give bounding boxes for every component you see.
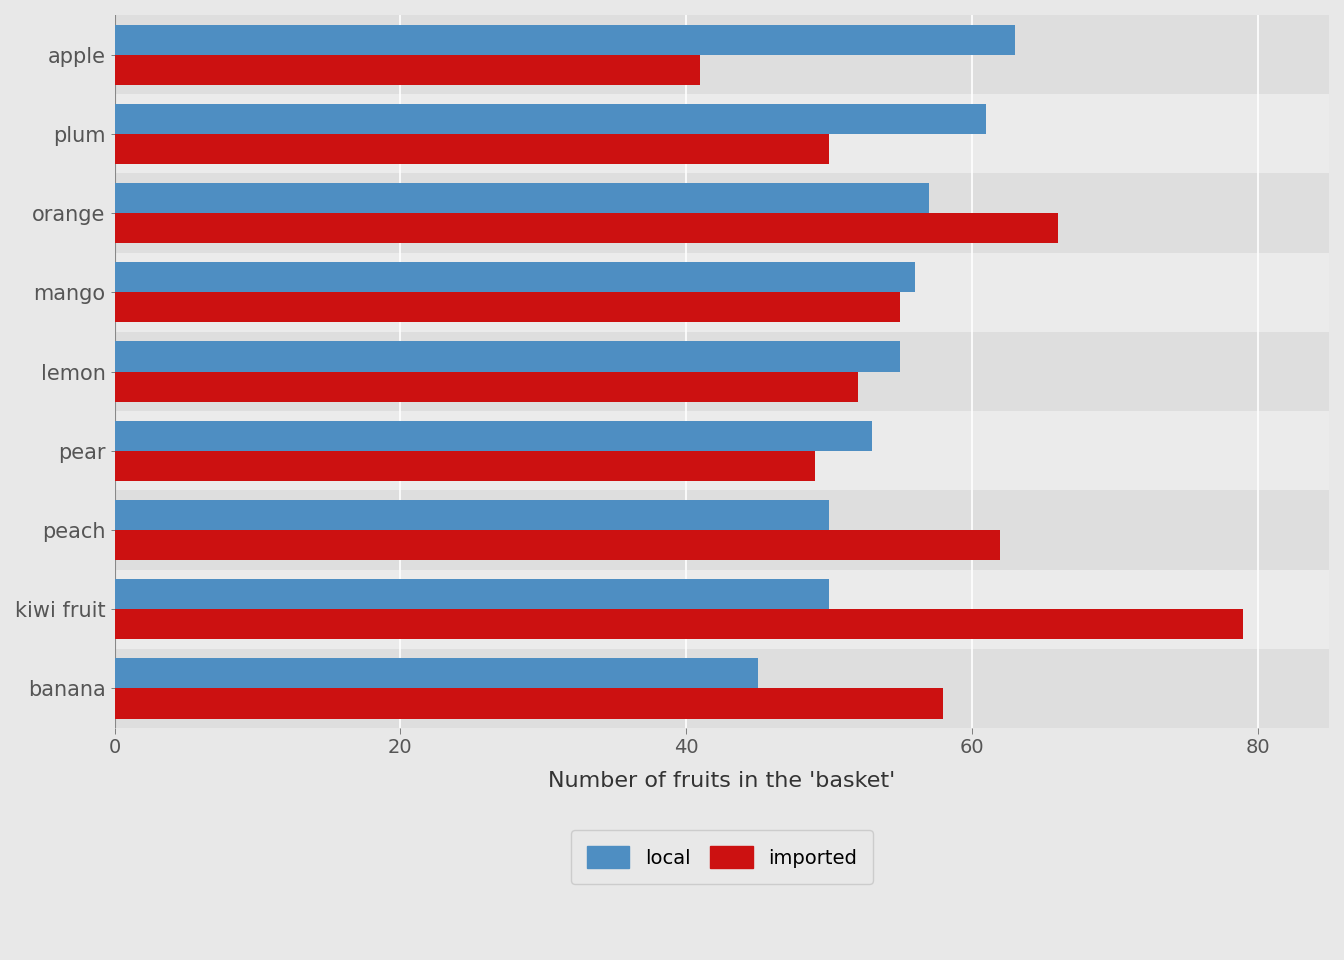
Bar xyxy=(114,659,758,688)
Bar xyxy=(114,332,1329,411)
Bar xyxy=(114,292,900,323)
Bar xyxy=(114,15,1329,94)
Bar xyxy=(114,530,1000,560)
Bar xyxy=(114,133,829,164)
Bar xyxy=(114,688,943,718)
Bar xyxy=(114,174,1329,252)
Bar xyxy=(114,104,986,133)
Bar xyxy=(114,183,929,213)
Bar xyxy=(114,213,1058,243)
Bar xyxy=(114,262,915,292)
Bar xyxy=(114,25,1015,55)
Legend: local, imported: local, imported xyxy=(571,830,872,884)
Bar xyxy=(114,500,829,530)
Bar xyxy=(114,569,1329,649)
Bar xyxy=(114,420,872,451)
X-axis label: Number of fruits in the 'basket': Number of fruits in the 'basket' xyxy=(548,771,895,791)
Bar xyxy=(114,491,1329,569)
Bar xyxy=(114,55,700,84)
Bar xyxy=(114,252,1329,332)
Bar xyxy=(114,94,1329,174)
Bar xyxy=(114,342,900,372)
Bar xyxy=(114,649,1329,728)
Bar xyxy=(114,411,1329,491)
Bar xyxy=(114,610,1243,639)
Bar xyxy=(114,579,829,610)
Bar xyxy=(114,372,857,401)
Bar xyxy=(114,451,814,481)
